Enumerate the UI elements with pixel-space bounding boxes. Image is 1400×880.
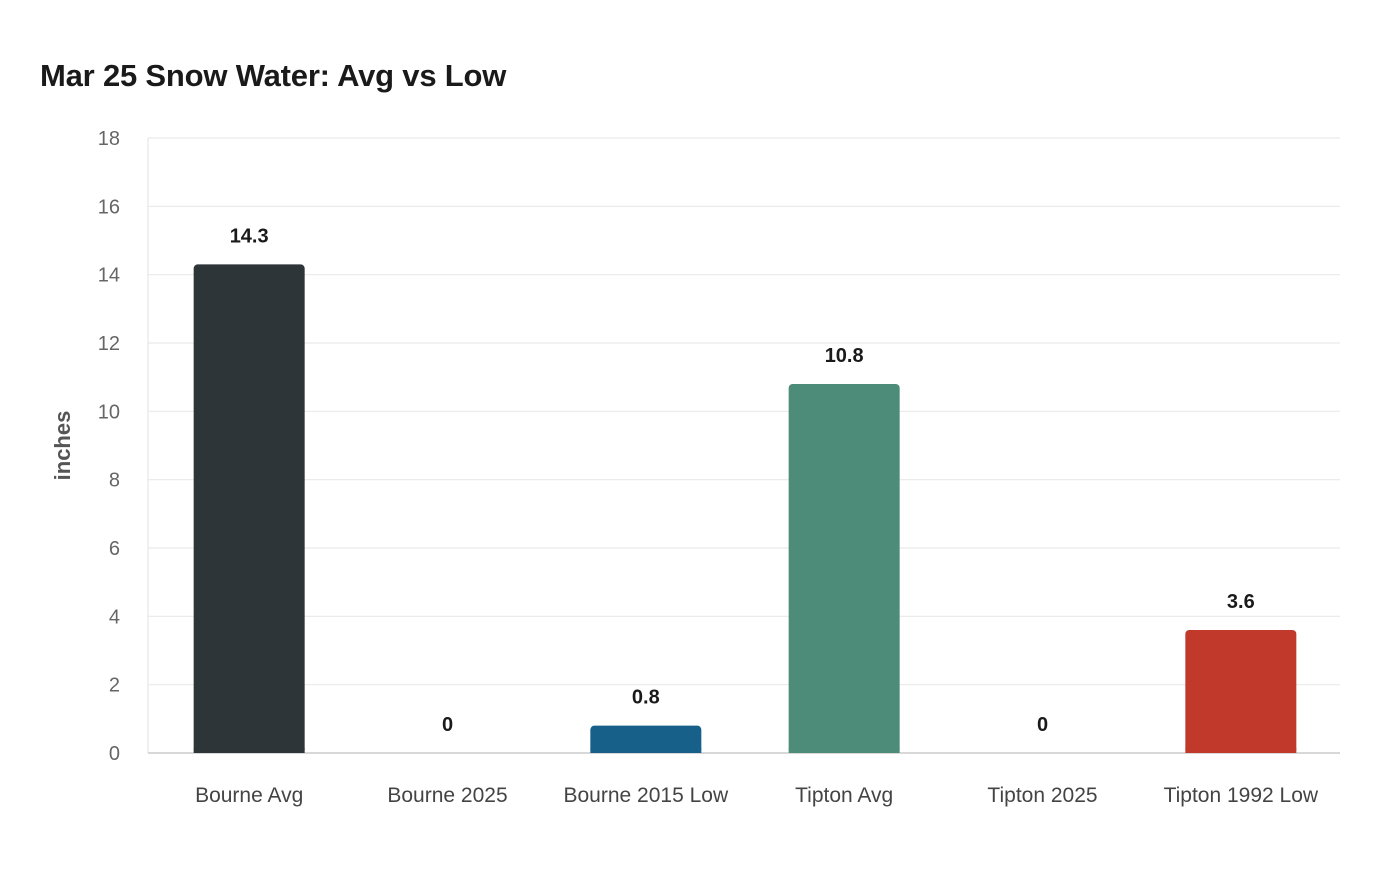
y-axis-title: inches <box>50 411 75 481</box>
x-axis-categories: Bourne Avg Bourne 2025 Bourne 2015 Low Tipt… <box>195 784 1319 807</box>
x-tick-label: Bourne 2025 <box>387 784 507 807</box>
bar-base <box>788 748 900 753</box>
bar <box>193 264 305 753</box>
y-tick-label: 6 <box>109 538 120 560</box>
y-tick-label: 16 <box>98 196 120 218</box>
bars <box>193 264 1297 753</box>
data-label: 0 <box>1037 714 1048 736</box>
x-tick-label: Tipton Avg <box>795 784 893 807</box>
y-axis-ticks: 0 2 4 6 8 10 12 14 16 18 <box>98 128 120 765</box>
x-tick-label: Bourne 2015 Low <box>564 784 729 807</box>
data-label: 0.8 <box>632 687 660 709</box>
bar <box>788 384 900 753</box>
bar <box>1185 630 1297 753</box>
y-tick-label: 18 <box>98 128 120 150</box>
bar-base <box>590 748 702 753</box>
y-tick-label: 2 <box>109 675 120 697</box>
data-label: 0 <box>442 714 453 736</box>
y-tick-label: 4 <box>109 606 120 628</box>
y-tick-label: 10 <box>98 401 120 423</box>
data-label: 10.8 <box>825 345 864 367</box>
x-tick-label: Tipton 1992 Low <box>1164 784 1319 807</box>
bar-base <box>193 748 305 753</box>
y-tick-label: 8 <box>109 470 120 492</box>
y-tick-label: 12 <box>98 333 120 355</box>
data-labels: 14.3 0 0.8 10.8 0 3.6 <box>230 225 1255 736</box>
bar <box>590 725 702 753</box>
bar-base <box>1185 748 1297 753</box>
x-tick-label: Tipton 2025 <box>987 784 1097 807</box>
y-tick-label: 0 <box>109 743 120 765</box>
gridlines <box>148 137 1340 686</box>
x-tick-label: Bourne Avg <box>195 784 303 807</box>
data-label: 14.3 <box>230 225 269 247</box>
y-tick-label: 14 <box>98 265 120 287</box>
chart-title: Mar 25 Snow Water: Avg vs Low <box>40 58 507 93</box>
data-label: 3.6 <box>1227 591 1255 613</box>
